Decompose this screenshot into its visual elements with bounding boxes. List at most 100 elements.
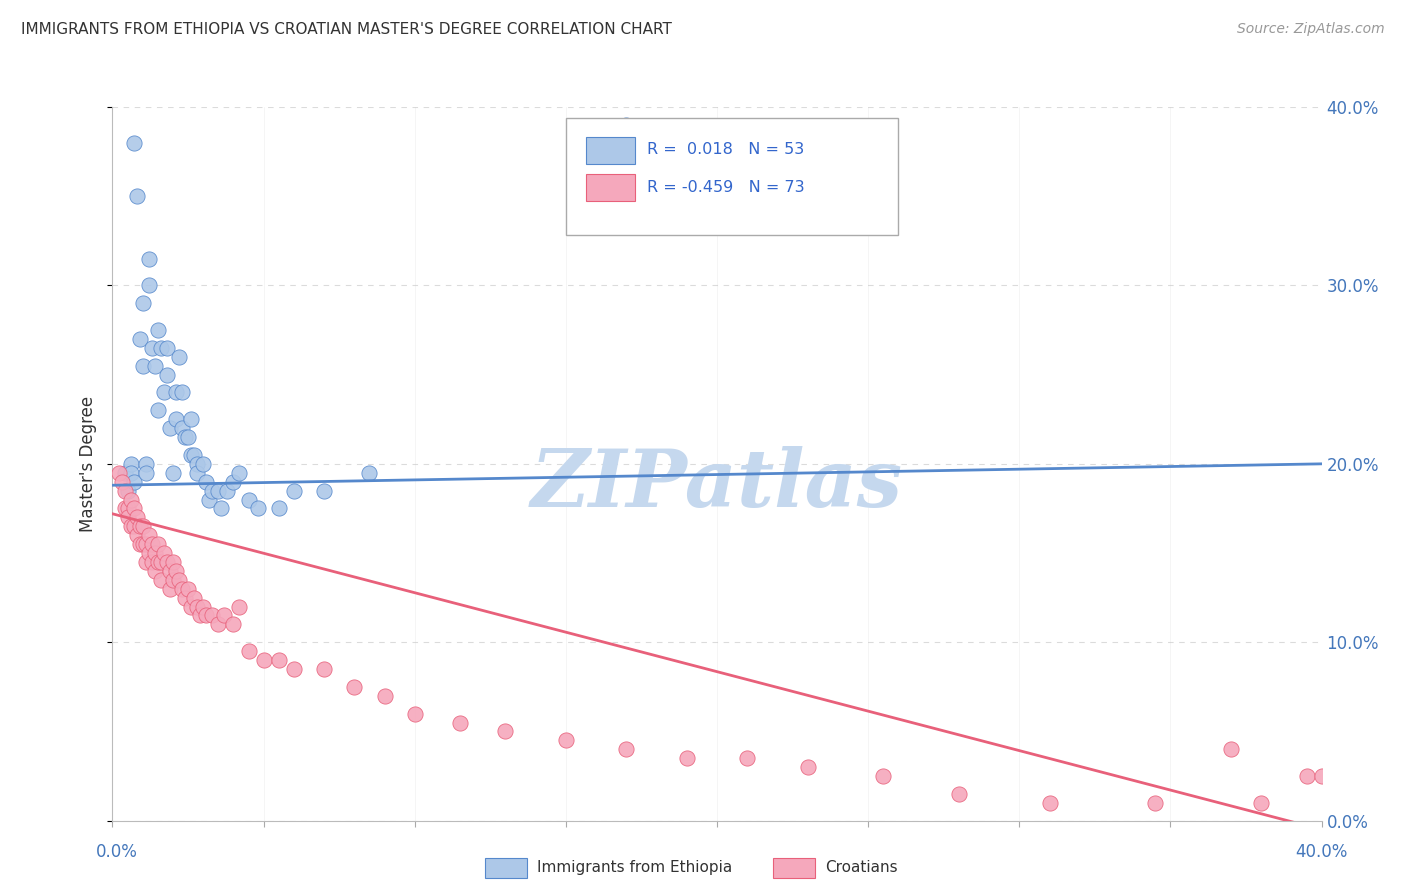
Point [128,519,150,533]
Point [162,555,184,569]
Point [238,644,260,658]
Point [128,537,150,551]
Point [162,573,184,587]
Point [948,787,970,801]
Point [146,323,169,337]
Point [201,608,224,623]
Point [198,492,221,507]
Point [156,555,179,569]
Point [149,555,172,569]
Point [616,118,638,132]
FancyBboxPatch shape [586,137,636,164]
Point [165,564,187,578]
Point [1295,769,1317,783]
Point [120,466,142,480]
Point [165,412,187,426]
Point [162,466,184,480]
Point [170,385,193,400]
Point [170,421,193,435]
Point [143,546,166,560]
Point [146,537,169,551]
Point [186,599,208,614]
Point [404,706,426,721]
Point [314,662,336,676]
Point [159,421,181,435]
Point [1250,796,1272,810]
Point [177,430,200,444]
Point [128,332,150,346]
Point [132,296,155,310]
Text: Source: ZipAtlas.com: Source: ZipAtlas.com [1237,22,1385,37]
Point [207,617,229,632]
Point [1144,796,1167,810]
Point [138,252,160,266]
Text: R =  0.018   N = 53: R = 0.018 N = 53 [647,143,804,157]
Point [796,760,818,774]
Point [449,715,471,730]
Point [374,689,396,703]
Point [156,368,179,382]
Text: ZIPatlas: ZIPatlas [531,447,903,524]
Point [209,501,232,516]
Point [153,385,176,400]
Point [737,751,759,765]
Point [872,769,894,783]
Point [114,466,136,480]
Point [267,501,290,516]
Point [141,555,163,569]
Point [159,582,181,596]
Point [135,555,157,569]
Point [135,537,157,551]
FancyBboxPatch shape [565,118,898,235]
Y-axis label: Master's Degree: Master's Degree [79,396,97,532]
Point [343,680,366,694]
Point [207,483,229,498]
Point [616,742,638,756]
Point [122,501,145,516]
Point [120,519,142,533]
Point [143,359,166,373]
Point [253,653,276,667]
Point [159,564,181,578]
Point [180,448,202,462]
Point [283,662,305,676]
Point [149,573,172,587]
Point [153,546,176,560]
Text: 0.0%: 0.0% [96,843,138,861]
Point [228,599,250,614]
Point [177,582,200,596]
Point [195,475,218,489]
Point [283,483,305,498]
Point [1220,742,1243,756]
Point [495,724,517,739]
Point [167,573,190,587]
Point [195,608,218,623]
Point [125,189,148,203]
Text: 40.0%: 40.0% [1295,843,1348,861]
Point [117,501,139,516]
Point [132,519,155,533]
Point [246,501,269,516]
Point [143,564,166,578]
Point [146,555,169,569]
Point [114,483,136,498]
Point [217,483,239,498]
Point [132,537,155,551]
Point [174,591,197,605]
Point [188,608,211,623]
Point [156,341,179,355]
Point [180,599,202,614]
Point [174,430,197,444]
Point [122,519,145,533]
Point [167,350,190,364]
Point [120,492,142,507]
Point [120,457,142,471]
Text: R = -0.459   N = 73: R = -0.459 N = 73 [647,180,804,195]
Point [114,501,136,516]
Point [165,385,187,400]
Text: Croatians: Croatians [825,860,898,874]
Point [135,466,157,480]
Point [149,341,172,355]
Point [122,136,145,150]
Point [138,546,160,560]
